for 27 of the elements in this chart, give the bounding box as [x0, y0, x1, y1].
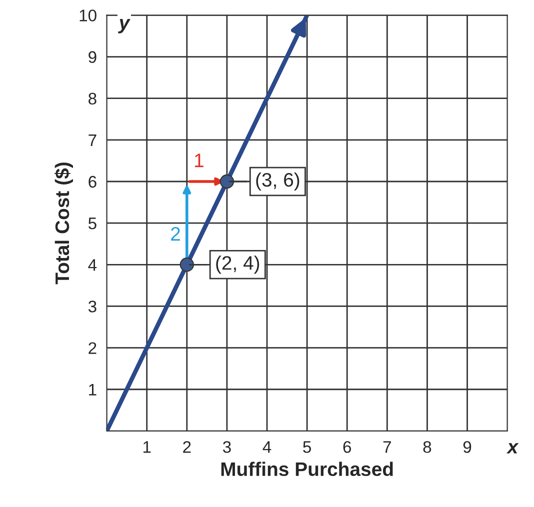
x-tick-label: 7 — [383, 441, 391, 453]
annotation: (3, 6) — [256, 172, 300, 191]
y-tick-label: 1 — [89, 384, 96, 396]
y-tick-label: 4 — [88, 259, 97, 271]
x-tick-label: 5 — [303, 441, 311, 453]
x-tick-label: 2 — [183, 441, 191, 453]
annotation: 1 — [194, 154, 204, 168]
x-axis-title: Muffins Purchased — [221, 462, 393, 476]
y-tick-label: 7 — [88, 134, 96, 146]
y-axis-title: Total Cost ($) — [54, 162, 73, 284]
x-tick-label: 6 — [343, 441, 351, 453]
annotation: 2 — [171, 227, 180, 241]
y-tick-label: 6 — [88, 176, 96, 188]
annotation: y — [118, 19, 130, 34]
y-tick-label: 10 — [80, 10, 96, 22]
x-tick-label: 3 — [222, 441, 231, 453]
y-tick-label: 8 — [88, 92, 96, 105]
x-tick-label: 9 — [463, 441, 472, 453]
annotation: (2, 4) — [216, 256, 260, 274]
x-tick-label: 4 — [262, 441, 272, 453]
y-tick-label: 3 — [88, 300, 96, 312]
y-tick-label: 2 — [88, 342, 96, 354]
y-tick-label: 9 — [88, 51, 96, 63]
y-tick-label: 5 — [88, 218, 96, 230]
text: x — [506, 443, 519, 454]
x-tick-label: 8 — [423, 441, 432, 453]
x-tick-label: 1 — [143, 441, 151, 453]
